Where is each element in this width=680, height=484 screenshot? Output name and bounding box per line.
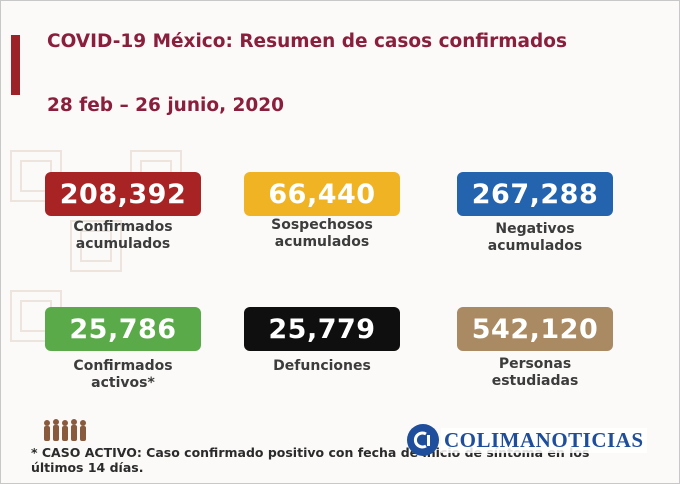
confirmed-active-label: Confirmados activos*: [33, 358, 213, 392]
label-line: acumulados: [274, 234, 370, 250]
watermark-logo: COLIMANOTICIAS: [407, 423, 647, 457]
label-line: acumulados: [75, 236, 171, 252]
suspected-cumulative-value: 66,440: [244, 172, 400, 216]
confirmed-cumulative-value: 208,392: [45, 172, 201, 216]
watermark-logo-icon: [407, 424, 439, 456]
label-line: Confirmados: [73, 219, 173, 235]
label-line: Negativos: [495, 221, 575, 237]
deaths-value: 25,779: [244, 307, 400, 351]
label-line: Defunciones: [273, 358, 371, 374]
date-range: 28 feb – 26 junio, 2020: [47, 95, 285, 116]
accent-bar: [11, 35, 20, 95]
label-line: estudiadas: [491, 373, 579, 389]
suspected-cumulative-label: Sospechosos acumulados: [232, 217, 412, 251]
label-line: Sospechosos: [271, 217, 373, 233]
label-line: activos*: [91, 375, 155, 391]
negative-cumulative-label: Negativos acumulados: [445, 221, 625, 255]
people-studied-label: Personas estudiadas: [445, 356, 625, 390]
watermark-text: COLIMANOTICIAS: [441, 427, 647, 453]
people-illustration-icon: [44, 419, 86, 441]
page-title: COVID-19 México: Resumen de casos confir…: [47, 31, 567, 52]
deaths-label: Defunciones: [232, 358, 412, 375]
negative-cumulative-value: 267,288: [457, 172, 613, 216]
people-studied-value: 542,120: [457, 307, 613, 351]
confirmed-cumulative-label: Confirmados acumulados: [33, 219, 213, 253]
label-line: acumulados: [487, 238, 583, 254]
footnote-line: últimos 14 días.: [31, 460, 144, 475]
confirmed-active-value: 25,786: [45, 307, 201, 351]
label-line: Personas: [498, 356, 572, 372]
label-line: Confirmados: [73, 358, 173, 374]
